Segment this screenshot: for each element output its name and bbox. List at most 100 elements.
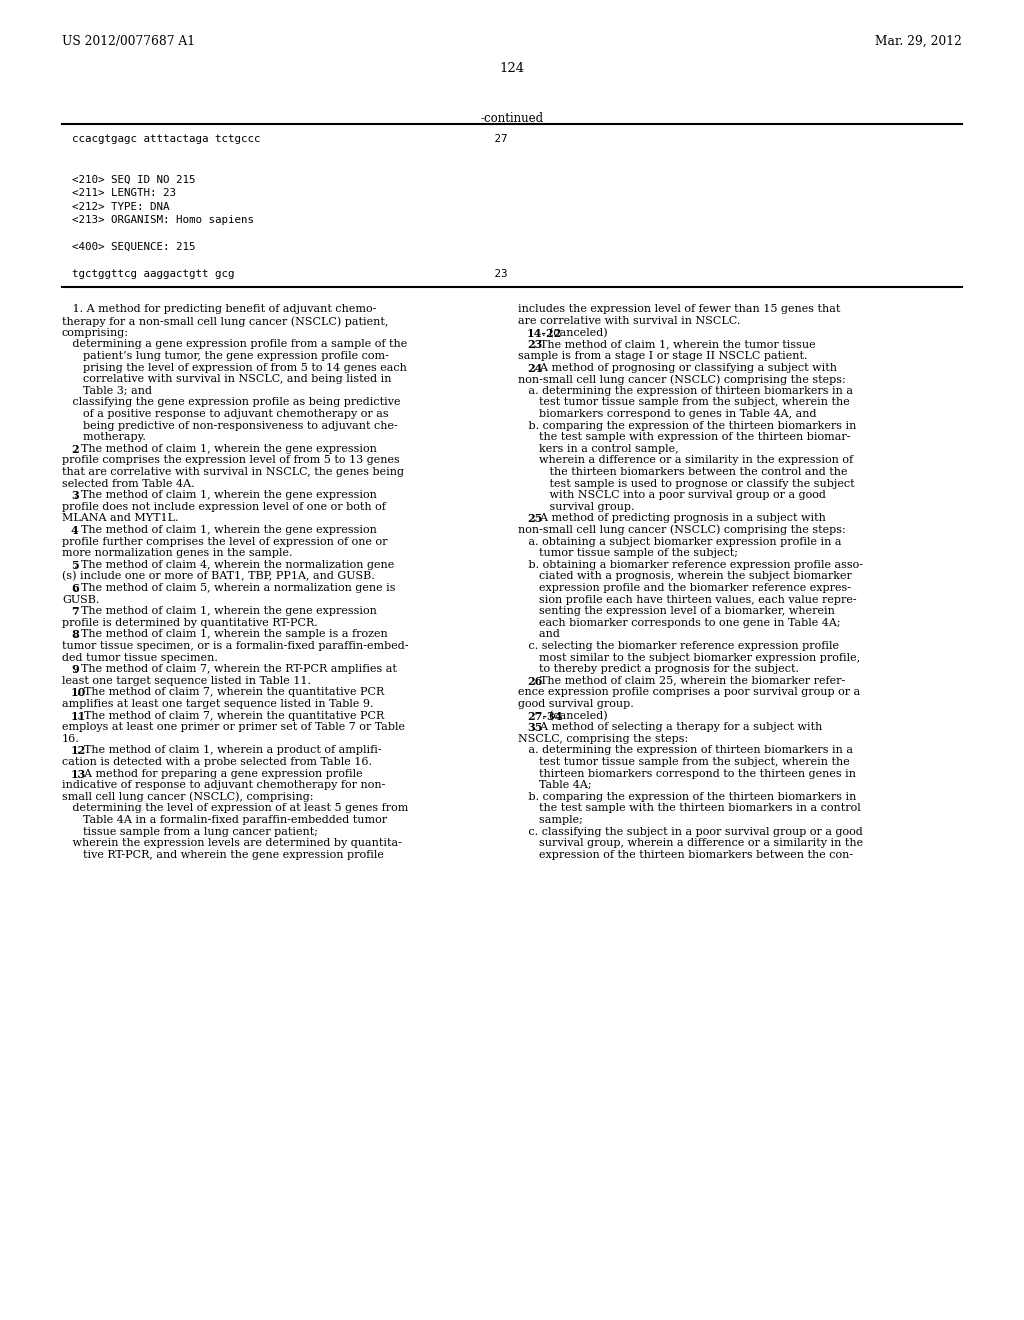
Text: 25: 25: [527, 513, 543, 524]
Text: . The method of claim 7, wherein the quantitative PCR: . The method of claim 7, wherein the qua…: [77, 710, 384, 721]
Text: Table 4A in a formalin-fixed paraffin-embedded tumor: Table 4A in a formalin-fixed paraffin-em…: [62, 814, 387, 825]
Text: sample is from a stage I or stage II NSCLC patient.: sample is from a stage I or stage II NSC…: [518, 351, 808, 360]
Text: b. obtaining a biomarker reference expression profile asso-: b. obtaining a biomarker reference expre…: [518, 560, 863, 570]
Text: therapy for a non-small cell lung cancer (NSCLC) patient,: therapy for a non-small cell lung cancer…: [62, 315, 388, 326]
Text: . The method of claim 25, wherein the biomarker refer-: . The method of claim 25, wherein the bi…: [532, 676, 845, 685]
Text: the test sample with expression of the thirteen biomar-: the test sample with expression of the t…: [518, 432, 851, 442]
Text: tissue sample from a lung cancer patient;: tissue sample from a lung cancer patient…: [62, 826, 318, 837]
Text: includes the expression level of fewer than 15 genes that: includes the expression level of fewer t…: [518, 305, 841, 314]
Text: US 2012/0077687 A1: US 2012/0077687 A1: [62, 36, 195, 48]
Text: <211> LENGTH: 23: <211> LENGTH: 23: [72, 187, 176, 198]
Text: ccacgtgagc atttactaga tctgccc                                    27: ccacgtgagc atttactaga tctgccc 27: [72, 135, 508, 144]
Text: employs at least one primer or primer set of Table 7 or Table: employs at least one primer or primer se…: [62, 722, 406, 733]
Text: test tumor tissue sample from the subject, wherein the: test tumor tissue sample from the subjec…: [518, 397, 850, 408]
Text: NSCLC, comprising the steps:: NSCLC, comprising the steps:: [518, 734, 688, 743]
Text: b. comparing the expression of the thirteen biomarkers in: b. comparing the expression of the thirt…: [518, 421, 856, 430]
Text: survival group, wherein a difference or a similarity in the: survival group, wherein a difference or …: [518, 838, 863, 849]
Text: ded tumor tissue specimen.: ded tumor tissue specimen.: [62, 652, 218, 663]
Text: a. obtaining a subject biomarker expression profile in a: a. obtaining a subject biomarker express…: [518, 536, 842, 546]
Text: the thirteen biomarkers between the control and the: the thirteen biomarkers between the cont…: [518, 467, 848, 477]
Text: comprising:: comprising:: [62, 327, 129, 338]
Text: -continued: -continued: [480, 112, 544, 125]
Text: of a positive response to adjuvant chemotherapy or as: of a positive response to adjuvant chemo…: [62, 409, 389, 418]
Text: most similar to the subject biomarker expression profile,: most similar to the subject biomarker ex…: [518, 652, 860, 663]
Text: <210> SEQ ID NO 215: <210> SEQ ID NO 215: [72, 174, 196, 185]
Text: 12: 12: [71, 746, 86, 756]
Text: least one target sequence listed in Table 11.: least one target sequence listed in Tabl…: [62, 676, 311, 685]
Text: prising the level of expression of from 5 to 14 genes each: prising the level of expression of from …: [62, 363, 407, 372]
Text: and: and: [518, 630, 560, 639]
Text: c. classifying the subject in a poor survival group or a good: c. classifying the subject in a poor sur…: [518, 826, 863, 837]
Text: . The method of claim 1, wherein the gene expression: . The method of claim 1, wherein the gen…: [74, 490, 377, 500]
Text: 16.: 16.: [62, 734, 80, 743]
Text: <212> TYPE: DNA: <212> TYPE: DNA: [72, 202, 170, 211]
Text: Table 4A;: Table 4A;: [518, 780, 592, 791]
Text: profile further comprises the level of expression of one or: profile further comprises the level of e…: [62, 536, 387, 546]
Text: 2: 2: [71, 444, 79, 454]
Text: . (canceled): . (canceled): [542, 327, 607, 338]
Text: a. determining the expression of thirteen biomarkers in a: a. determining the expression of thirtee…: [518, 385, 853, 396]
Text: tgctggttcg aaggactgtt gcg                                        23: tgctggttcg aaggactgtt gcg 23: [72, 269, 508, 279]
Text: 27-34: 27-34: [527, 710, 562, 722]
Text: <213> ORGANISM: Homo sapiens: <213> ORGANISM: Homo sapiens: [72, 215, 254, 224]
Text: profile does not include expression level of one or both of: profile does not include expression leve…: [62, 502, 386, 512]
Text: 24: 24: [527, 363, 543, 374]
Text: sample;: sample;: [518, 814, 583, 825]
Text: 7: 7: [71, 606, 79, 618]
Text: . A method of selecting a therapy for a subject with: . A method of selecting a therapy for a …: [532, 722, 822, 733]
Text: <400> SEQUENCE: 215: <400> SEQUENCE: 215: [72, 242, 196, 252]
Text: tive RT-PCR, and wherein the gene expression profile: tive RT-PCR, and wherein the gene expres…: [62, 850, 384, 859]
Text: MLANA and MYT1L.: MLANA and MYT1L.: [62, 513, 178, 523]
Text: 14-22: 14-22: [527, 327, 562, 339]
Text: wherein the expression levels are determined by quantita-: wherein the expression levels are determ…: [62, 838, 401, 849]
Text: good survival group.: good survival group.: [518, 698, 634, 709]
Text: motherapy.: motherapy.: [62, 432, 145, 442]
Text: Mar. 29, 2012: Mar. 29, 2012: [876, 36, 962, 48]
Text: that are correlative with survival in NSCLC, the genes being: that are correlative with survival in NS…: [62, 467, 404, 477]
Text: indicative of response to adjuvant chemotherapy for non-: indicative of response to adjuvant chemo…: [62, 780, 385, 791]
Text: determining the level of expression of at least 5 genes from: determining the level of expression of a…: [62, 804, 409, 813]
Text: 26: 26: [527, 676, 543, 686]
Text: each biomarker corresponds to one gene in Table 4A;: each biomarker corresponds to one gene i…: [518, 618, 841, 628]
Text: survival group.: survival group.: [518, 502, 635, 512]
Text: biomarkers correspond to genes in Table 4A, and: biomarkers correspond to genes in Table …: [518, 409, 816, 418]
Text: to thereby predict a prognosis for the subject.: to thereby predict a prognosis for the s…: [518, 664, 799, 675]
Text: 23: 23: [527, 339, 543, 350]
Text: test sample is used to prognose or classify the subject: test sample is used to prognose or class…: [518, 479, 855, 488]
Text: . The method of claim 1, wherein the sample is a frozen: . The method of claim 1, wherein the sam…: [74, 630, 388, 639]
Text: selected from Table 4A.: selected from Table 4A.: [62, 479, 195, 488]
Text: small cell lung cancer (NSCLC), comprising:: small cell lung cancer (NSCLC), comprisi…: [62, 792, 313, 803]
Text: the test sample with the thirteen biomarkers in a control: the test sample with the thirteen biomar…: [518, 804, 861, 813]
Text: kers in a control sample,: kers in a control sample,: [518, 444, 679, 454]
Text: . The method of claim 1, wherein the gene expression: . The method of claim 1, wherein the gen…: [74, 444, 377, 454]
Text: 10: 10: [71, 688, 86, 698]
Text: expression profile and the biomarker reference expres-: expression profile and the biomarker ref…: [518, 583, 851, 593]
Text: being predictive of non-responsiveness to adjuvant che-: being predictive of non-responsiveness t…: [62, 421, 397, 430]
Text: . (canceled): . (canceled): [542, 710, 607, 721]
Text: 3: 3: [71, 490, 79, 502]
Text: (s) include one or more of BAT1, TBP, PP1A, and GUSB.: (s) include one or more of BAT1, TBP, PP…: [62, 572, 375, 582]
Text: . The method of claim 7, wherein the RT-PCR amplifies at: . The method of claim 7, wherein the RT-…: [74, 664, 396, 675]
Text: 11: 11: [71, 710, 86, 722]
Text: . A method for preparing a gene expression profile: . A method for preparing a gene expressi…: [77, 768, 362, 779]
Text: patient’s lung tumor, the gene expression profile com-: patient’s lung tumor, the gene expressio…: [62, 351, 389, 360]
Text: 9: 9: [71, 664, 79, 675]
Text: 5: 5: [71, 560, 79, 570]
Text: . A method of predicting prognosis in a subject with: . A method of predicting prognosis in a …: [532, 513, 825, 523]
Text: . The method of claim 1, wherein a product of amplifi-: . The method of claim 1, wherein a produ…: [77, 746, 382, 755]
Text: . The method of claim 1, wherein the gene expression: . The method of claim 1, wherein the gen…: [74, 606, 377, 616]
Text: more normalization genes in the sample.: more normalization genes in the sample.: [62, 548, 293, 558]
Text: determining a gene expression profile from a sample of the: determining a gene expression profile fr…: [62, 339, 408, 350]
Text: ciated with a prognosis, wherein the subject biomarker: ciated with a prognosis, wherein the sub…: [518, 572, 852, 581]
Text: . The method of claim 7, wherein the quantitative PCR: . The method of claim 7, wherein the qua…: [77, 688, 384, 697]
Text: 8: 8: [71, 630, 79, 640]
Text: test tumor tissue sample from the subject, wherein the: test tumor tissue sample from the subjec…: [518, 756, 850, 767]
Text: are correlative with survival in NSCLC.: are correlative with survival in NSCLC.: [518, 315, 740, 326]
Text: . A method of prognosing or classifying a subject with: . A method of prognosing or classifying …: [532, 363, 837, 372]
Text: classifying the gene expression profile as being predictive: classifying the gene expression profile …: [62, 397, 400, 408]
Text: correlative with survival in NSCLC, and being listed in: correlative with survival in NSCLC, and …: [62, 374, 391, 384]
Text: ence expression profile comprises a poor survival group or a: ence expression profile comprises a poor…: [518, 688, 860, 697]
Text: Table 3; and: Table 3; and: [62, 385, 152, 396]
Text: thirteen biomarkers correspond to the thirteen genes in: thirteen biomarkers correspond to the th…: [518, 768, 856, 779]
Text: non-small cell lung cancer (NSCLC) comprising the steps:: non-small cell lung cancer (NSCLC) compr…: [518, 525, 846, 536]
